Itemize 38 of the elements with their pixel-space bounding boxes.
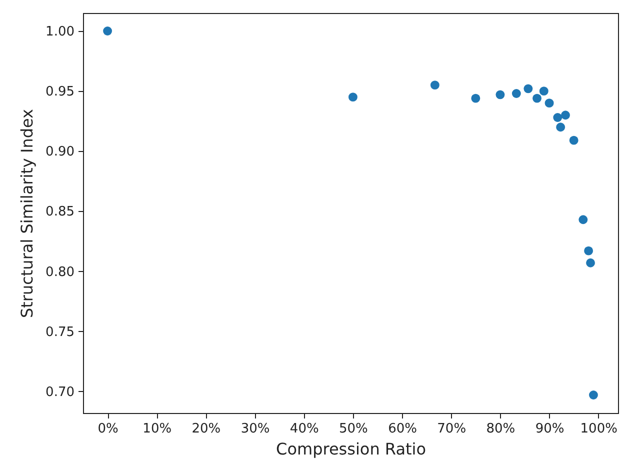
x-tick-label: 100%	[580, 422, 618, 436]
point	[496, 90, 505, 100]
y-tick-label: 0.70	[46, 384, 74, 400]
y-tick-label: 0.90	[46, 144, 74, 160]
point	[586, 258, 595, 268]
point	[556, 122, 566, 132]
point	[561, 110, 570, 120]
point	[569, 136, 578, 145]
point	[578, 215, 588, 224]
point	[584, 246, 594, 256]
x-tick-label: 90%	[535, 422, 564, 436]
point	[103, 26, 112, 36]
x-tick-label: 40%	[290, 422, 319, 436]
x-tick-label: 10%	[142, 422, 172, 436]
point	[553, 113, 562, 122]
point	[544, 98, 554, 108]
y-tick-label: 0.80	[46, 264, 74, 280]
point	[348, 92, 358, 102]
y-tick-label: 0.95	[46, 84, 74, 100]
y-tick-label: 0.75	[46, 324, 74, 340]
x-tick-label: 70%	[437, 422, 466, 436]
x-tick-label: 60%	[388, 422, 417, 436]
x-tick-label: 30%	[240, 422, 270, 436]
point	[524, 84, 533, 94]
x-tick-label: 80%	[486, 422, 516, 436]
x-axis-title: Compression Ratio	[276, 440, 426, 458]
point	[512, 89, 521, 98]
x-tick-label: 50%	[339, 422, 368, 436]
x-tick-label: 0%	[98, 422, 118, 436]
point	[588, 390, 598, 400]
y-axis-title: Structural Similarity Index	[18, 108, 37, 318]
x-tick-label: 20%	[192, 422, 221, 436]
point	[430, 80, 440, 90]
y-tick-label: 0.85	[46, 204, 74, 220]
point	[471, 94, 480, 103]
y-tick-label: 1.00	[46, 24, 74, 40]
point	[539, 86, 548, 96]
point	[532, 94, 542, 103]
